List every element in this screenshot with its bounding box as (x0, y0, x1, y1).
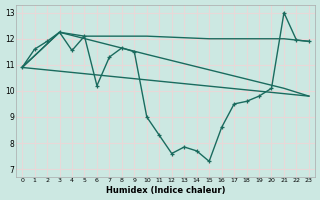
X-axis label: Humidex (Indice chaleur): Humidex (Indice chaleur) (106, 186, 225, 195)
